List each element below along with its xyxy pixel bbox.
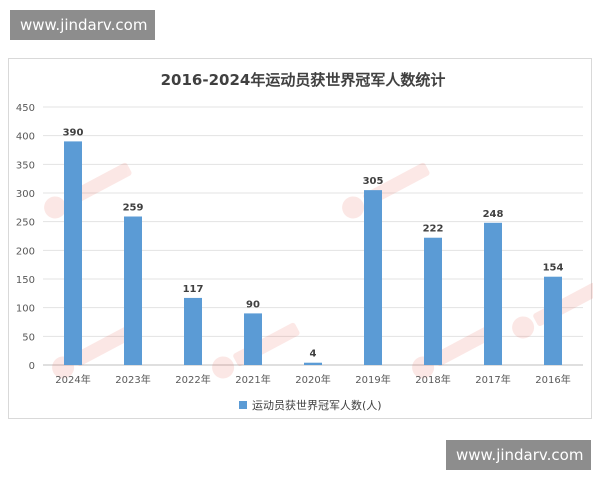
data-label: 305 (363, 176, 384, 187)
logo-watermarks (44, 162, 593, 379)
y-tick-label: 300 (16, 189, 35, 200)
y-tick-label: 250 (16, 218, 35, 229)
bar (304, 362, 322, 365)
y-axis: 0 50 100 150 200 250 300 350 400 450 (16, 103, 35, 372)
data-label: 4 (310, 349, 317, 360)
data-label: 248 (483, 209, 504, 220)
legend-swatch (239, 401, 247, 409)
x-tick-label: 2016年 (535, 373, 570, 386)
x-tick-label: 2020年 (295, 373, 330, 386)
data-label: 259 (123, 203, 144, 214)
x-tick-label: 2017年 (475, 373, 510, 386)
x-tick-label: 2022年 (175, 373, 210, 386)
x-axis: 2024年 2023年 2022年 2021年 2020年 2019年 2018年 2017年… (55, 373, 570, 386)
chart-legend: 运动员获世界冠军人数(人) (239, 399, 382, 412)
x-tick-label: 2024年 (55, 373, 90, 386)
bar-chart: 2016-2024年运动员获世界冠军人数统计 390 259 117 90 4 305 22… (16, 71, 593, 412)
data-label: 117 (183, 284, 204, 295)
x-tick-label: 2018年 (415, 373, 450, 386)
bar (484, 222, 502, 365)
data-labels: 390 259 117 90 4 305 222 248 154 (63, 127, 564, 359)
bar (64, 141, 82, 365)
bar (424, 237, 442, 365)
data-label: 154 (543, 263, 564, 274)
data-label: 222 (423, 224, 444, 235)
bars (64, 141, 562, 365)
data-label: 90 (246, 299, 260, 310)
watermark-badge-top: www.jindarv.com (10, 10, 155, 40)
chart-container: 2016-2024年运动员获世界冠军人数统计 390 259 117 90 4 305 22… (8, 58, 593, 419)
y-tick-label: 50 (22, 332, 35, 343)
y-tick-label: 150 (16, 275, 35, 286)
y-tick-label: 350 (16, 160, 35, 171)
y-tick-label: 400 (16, 132, 35, 143)
logo-watermark (44, 162, 132, 219)
y-tick-label: 0 (29, 361, 35, 372)
chart-title: 2016-2024年运动员获世界冠军人数统计 (161, 71, 446, 89)
bar (544, 276, 562, 365)
x-tick-label: 2023年 (115, 373, 150, 386)
x-tick-label: 2021年 (235, 373, 270, 386)
legend-label: 运动员获世界冠军人数(人) (252, 399, 382, 412)
y-tick-label: 100 (16, 304, 35, 315)
x-tick-label: 2019年 (355, 373, 390, 386)
y-tick-label: 450 (16, 103, 35, 114)
y-tick-label: 200 (16, 246, 35, 257)
watermark-badge-bottom: www.jindarv.com (446, 440, 591, 470)
bar (364, 190, 382, 365)
bar (184, 297, 202, 365)
bar (124, 216, 142, 365)
bar (244, 313, 262, 365)
logo-watermark (342, 162, 430, 219)
data-label: 390 (63, 127, 84, 138)
